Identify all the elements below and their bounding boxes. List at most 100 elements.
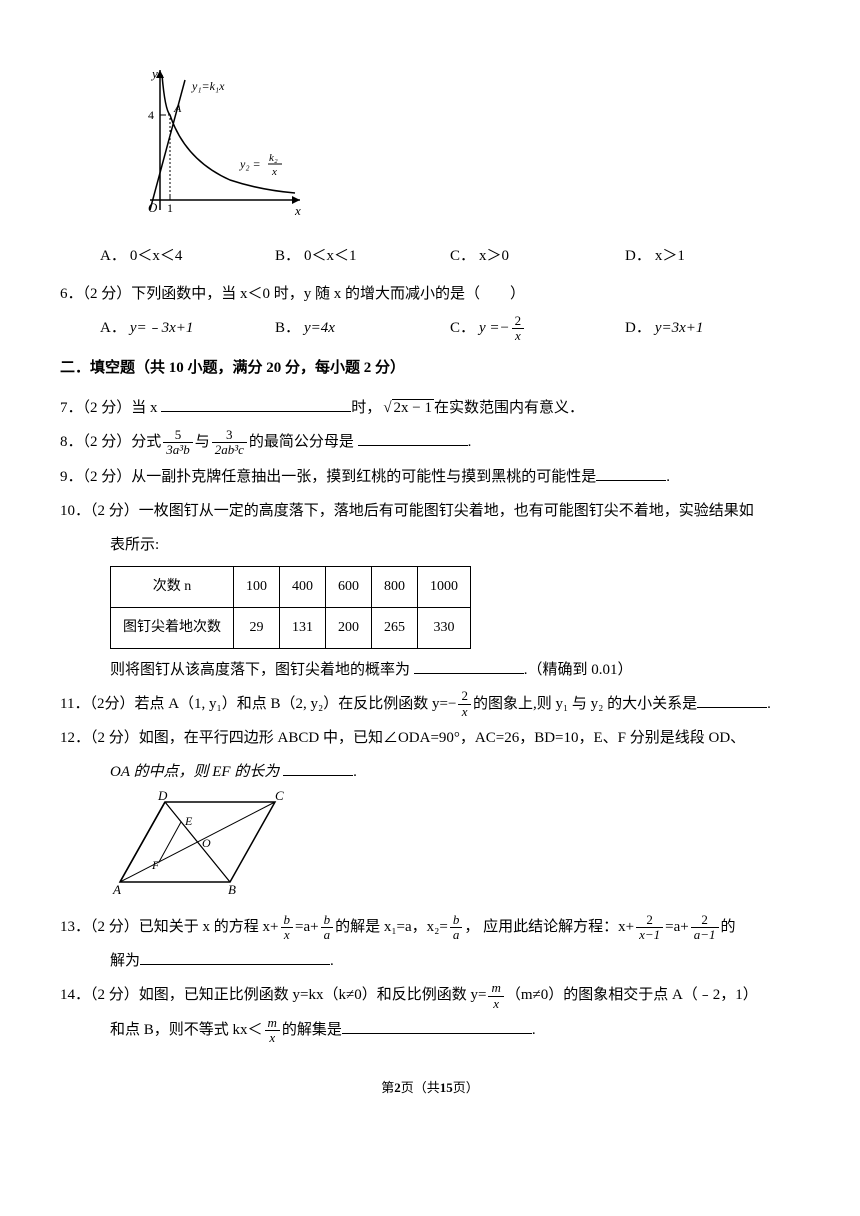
option-a-text: 0＜x＜4 (130, 248, 183, 264)
q9-points: （2 分） (83, 469, 132, 485)
q12-num: 12． (60, 730, 90, 746)
q13-t5: =a+ (665, 919, 689, 935)
table-header-row: 次数 n 100 400 600 800 1000 (111, 566, 471, 607)
q6-a-text: y=﹣3x+1 (130, 320, 194, 336)
option-c-text: x＞0 (479, 248, 509, 264)
svg-text:D: D (157, 788, 168, 803)
option-b: B．0＜x＜1 (275, 241, 450, 271)
svg-text:x: x (271, 166, 277, 178)
q10-conclusion: 则将图钉从该高度落下，图钉尖着地的概率为 .（精确到 0.01） (110, 655, 800, 685)
page-total: 15 (440, 1080, 453, 1095)
q13-num: 13． (60, 919, 90, 935)
q6-c-den: x (512, 329, 525, 343)
q13-sub: 解为. (110, 946, 800, 976)
q11-t2: 的图象上,则 y₁ 与 y₂ 的大小关系是 (473, 696, 697, 712)
x-tick-label: 1 (167, 201, 173, 215)
th-5: 1000 (418, 566, 471, 607)
q6-num: 6． (60, 286, 83, 302)
td-2: 131 (280, 607, 326, 648)
th-1: 100 (234, 566, 280, 607)
q13-t4: ， 应用此结论解方程：x+ (464, 919, 634, 935)
q7-t2: 时， (351, 400, 381, 416)
q14-sub: 和点 B，则不等式 kx＜mx的解集是. (110, 1015, 800, 1045)
q12-blank[interactable] (283, 761, 353, 776)
curve-label: y₂ = (239, 157, 261, 171)
svg-text:B: B (228, 882, 236, 897)
q10-blank[interactable] (414, 659, 524, 674)
option-a: A．y=﹣3x+1 (100, 313, 275, 343)
x-axis-label: x (294, 203, 301, 218)
option-c: C．x＞0 (450, 241, 625, 271)
q6-points: （2 分） (83, 286, 132, 302)
q14-t3: 和点 B，则不等式 kx＜ (110, 1022, 263, 1038)
question-12: 12．（2 分）如图，在平行四边形 ABCD 中，已知∠ODA=90°，AC=2… (60, 723, 800, 753)
q13-blank[interactable] (140, 950, 330, 965)
q7-t3: 在实数范围内有意义． (434, 400, 584, 416)
q5-graph: y x O 1 4 A y₁=k₁x y₂ = k₂ x (110, 60, 800, 231)
sqrt-icon: 2x − 1 (381, 393, 434, 423)
line-label: y₁=k₁x (191, 79, 225, 93)
q14-points: （2 分） (90, 987, 139, 1003)
q13-t1: 已知关于 x 的方程 x+ (139, 919, 279, 935)
q10-sub: 表所示: (110, 530, 800, 560)
q11-blank[interactable] (697, 693, 767, 708)
svg-text:C: C (275, 788, 284, 803)
q12-diagram: A B C D E F O (110, 787, 800, 908)
option-b-text: 0＜x＜1 (304, 248, 357, 264)
svg-text:A: A (112, 882, 121, 897)
q13-t2: =a+ (295, 919, 319, 935)
q8-t2: 与 (195, 434, 210, 450)
y-tick-label: 4 (148, 108, 154, 122)
q13-t6: 的 (721, 919, 736, 935)
q10-num: 10． (60, 503, 90, 519)
q9-text: 从一副扑克牌任意抽出一张，摸到红桃的可能性与摸到黑桃的可能性是 (131, 469, 596, 485)
q14-t2: （m≠0）的图象相交于点 A（﹣2，1） (506, 987, 758, 1003)
q8-blank[interactable] (358, 431, 468, 446)
q12-points: （2 分） (90, 730, 139, 746)
question-13: 13．（2 分）已知关于 x 的方程 x+bx=a+ba的解是 x₁=a，x₂=… (60, 912, 800, 942)
q8-f2d: 2ab³c (212, 443, 247, 457)
q8-points: （2 分） (83, 434, 132, 450)
q8-f2n: 3 (212, 428, 247, 443)
q13-t7: 解为 (110, 953, 140, 969)
coord-graph: y x O 1 4 A y₁=k₁x y₂ = k₂ x (110, 60, 310, 220)
option-d-text: x＞1 (655, 248, 685, 264)
option-d: D．x＞1 (625, 241, 800, 271)
q14-blank[interactable] (342, 1019, 532, 1034)
table-data-row: 图钉尖着地次数 29 131 200 265 330 (111, 607, 471, 648)
q6-c-num: 2 (512, 314, 525, 329)
question-9: 9．（2 分）从一副扑克牌任意抽出一张，摸到红桃的可能性与摸到黑桃的可能性是. (60, 462, 800, 492)
q5-options: A．0＜x＜4 B．0＜x＜1 C．x＞0 D．x＞1 (100, 241, 800, 271)
q7-t1: 当 x (131, 400, 161, 416)
th-0: 次数 n (111, 566, 234, 607)
origin-label: O (148, 200, 158, 215)
option-c: C．y =−2x (450, 313, 625, 343)
q12-sub: OA 的中点，则 EF 的长为 . (110, 757, 800, 787)
q14-t1: 如图，已知正比例函数 y=kx（k≠0）和反比例函数 y= (139, 987, 487, 1003)
q11-t1: 若点 A（1, y₁）和点 B（2, y₂）在反比例函数 y=− (134, 696, 456, 712)
q9-blank[interactable] (596, 466, 666, 481)
td-5: 330 (418, 607, 471, 648)
q6-text: 下列函数中，当 x＜0 时，y 随 x 的增大而减小的是（ ） (131, 286, 525, 302)
q13-t3: 的解是 x₁=a，x₂= (335, 919, 448, 935)
svg-text:O: O (202, 836, 211, 850)
q8-f1n: 5 (163, 428, 192, 443)
q11-fn: 2 (458, 689, 471, 704)
q7-rad: 2x − 1 (392, 399, 434, 416)
svg-text:E: E (184, 814, 193, 828)
td-0: 图钉尖着地次数 (111, 607, 234, 648)
th-4: 800 (372, 566, 418, 607)
q12-t2: OA 的中点，则 EF 的长为 (110, 764, 283, 780)
th-3: 600 (326, 566, 372, 607)
q14-num: 14． (60, 987, 90, 1003)
question-11: 11．（2分）若点 A（1, y₁）和点 B（2, y₂）在反比例函数 y=−2… (60, 689, 800, 719)
q8-num: 8． (60, 434, 83, 450)
q9-num: 9． (60, 469, 83, 485)
q8-t3: 的最简公分母是 (249, 434, 358, 450)
q10-t4: .（精确到 0.01） (524, 662, 633, 678)
q10-t3: 则将图钉从该高度落下，图钉尖着地的概率为 (110, 662, 414, 678)
question-7: 7．（2 分）当 x 时，2x − 1在实数范围内有意义． (60, 393, 800, 423)
question-10: 10．（2 分）一枚图钉从一定的高度落下，落地后有可能图钉尖着地，也有可能图钉尖… (60, 496, 800, 526)
svg-text:k₂: k₂ (269, 152, 278, 164)
q7-blank[interactable] (161, 397, 351, 412)
